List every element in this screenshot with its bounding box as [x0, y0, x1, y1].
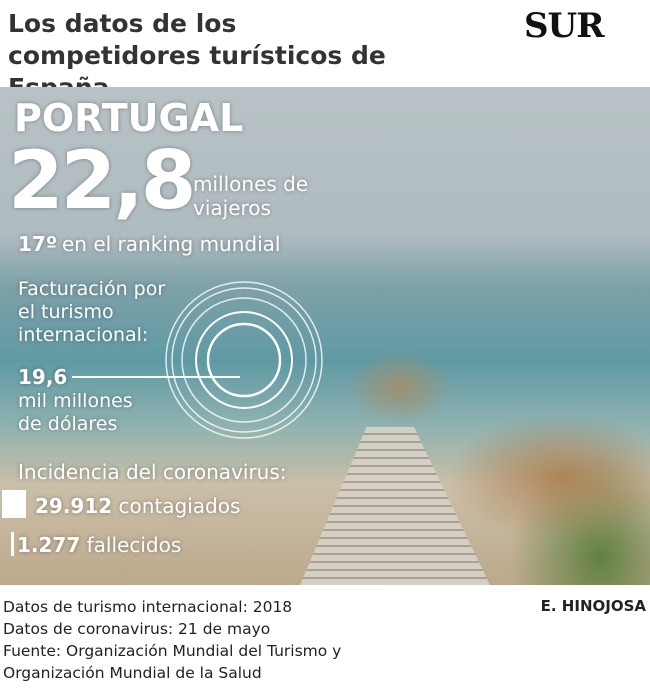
background-photo	[0, 87, 650, 585]
deaths-value: 1.277	[17, 533, 81, 557]
footer-notes: Datos de turismo internacional: 2018 Dat…	[3, 596, 341, 684]
deaths-label: fallecidos	[86, 533, 182, 557]
circle	[181, 297, 307, 423]
cases-value: 29.912	[35, 494, 113, 518]
circle	[206, 322, 282, 398]
circle	[171, 287, 317, 433]
country: PORTUGAL	[14, 96, 244, 140]
revenue-value: 19,6	[18, 365, 68, 389]
note: Datos de turismo internacional: 2018	[3, 598, 293, 616]
cases-square	[2, 490, 26, 518]
logo: SUR	[524, 6, 604, 46]
revenue-unit: mil millones de dólares	[18, 390, 133, 435]
circle	[195, 311, 293, 409]
cases-label: contagiados	[118, 494, 241, 518]
travelers-value: 22,8	[8, 134, 196, 227]
circle	[165, 281, 323, 439]
note: Organización Mundial de la Salud	[3, 664, 262, 682]
deaths-bar	[11, 532, 14, 556]
credit: E. HINOJOSA	[540, 597, 646, 615]
title: Los datos de los competidores turísticos…	[8, 9, 386, 102]
ranking-text: en el ranking mundial	[62, 232, 281, 256]
deaths: 1.277 fallecidos	[17, 533, 181, 557]
note: Datos de coronavirus: 21 de mayo	[3, 620, 271, 638]
corona-heading: Incidencia del coronavirus:	[18, 460, 287, 484]
note: Fuente: Organización Mundial del Turismo…	[3, 642, 342, 660]
ranking-value: 17º	[18, 232, 58, 256]
circle-group	[165, 281, 323, 439]
travelers-unit: millones de viajeros	[193, 172, 309, 220]
cases: 29.912 contagiados	[35, 494, 240, 518]
revenue-label: Facturación por el turismo internacional…	[18, 278, 166, 346]
